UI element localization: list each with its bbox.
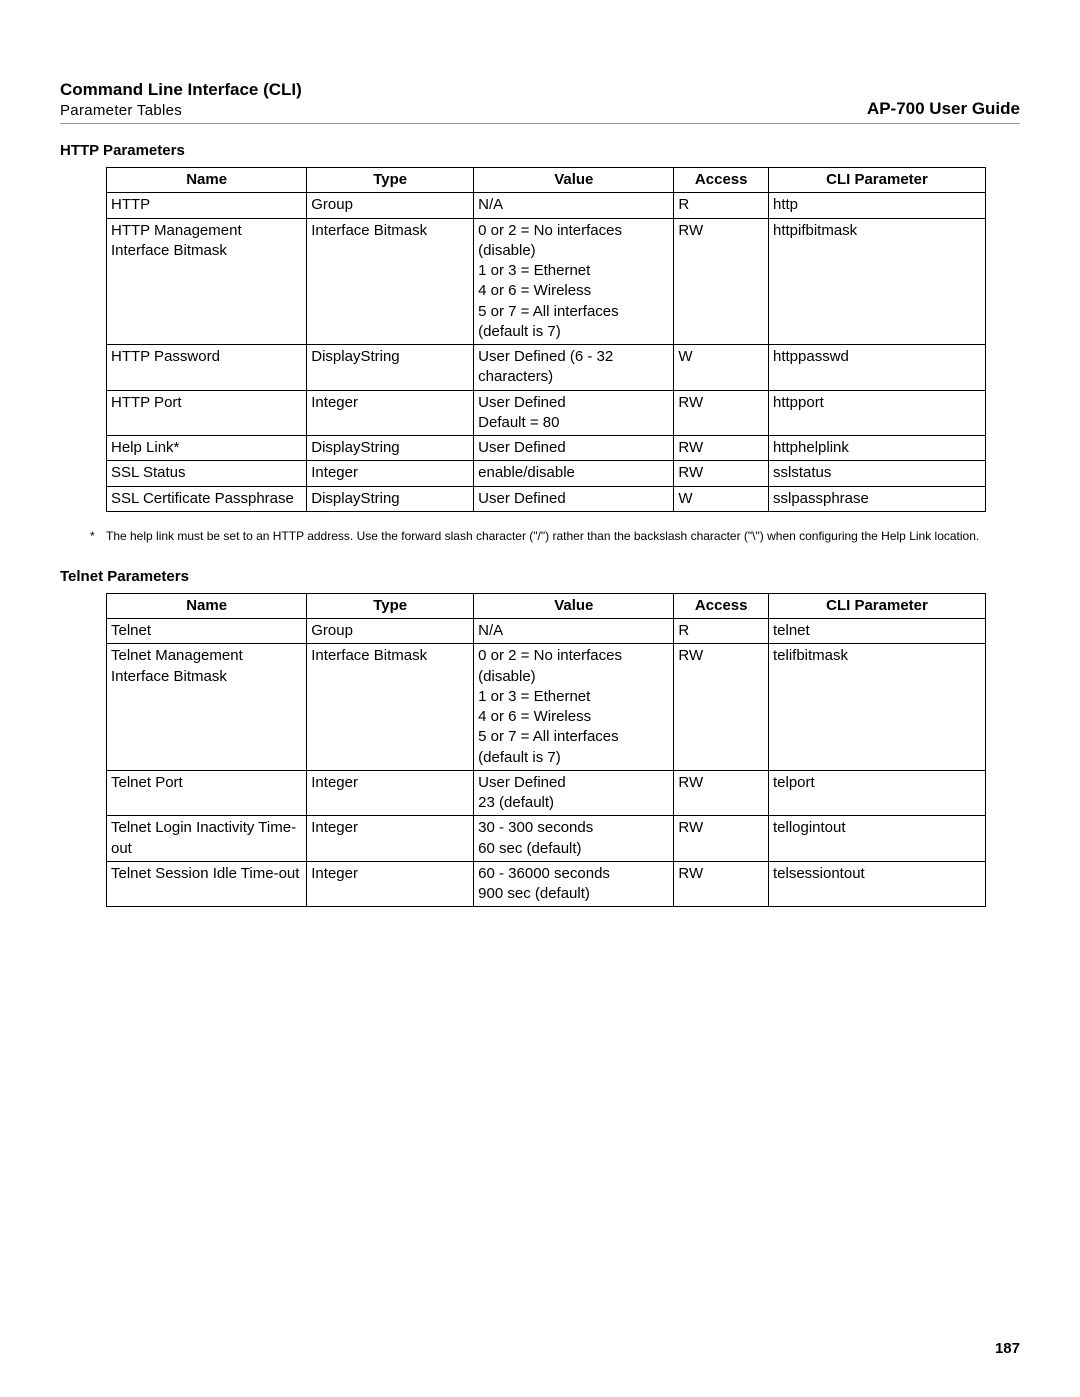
cell-value: User Defined (6 - 32 characters): [474, 345, 674, 391]
cell-name: Telnet Management Interface Bitmask: [107, 644, 307, 771]
cell-access: RW: [674, 770, 769, 816]
cell-type: Interface Bitmask: [307, 644, 474, 771]
cell-type: DisplayString: [307, 345, 474, 391]
cell-value: N/A: [474, 193, 674, 218]
col-header-access: Access: [674, 593, 769, 618]
col-header-value: Value: [474, 593, 674, 618]
header-subtitle: Parameter Tables: [60, 102, 302, 119]
footnote: * The help link must be set to an HTTP a…: [90, 528, 1000, 544]
cell-cli: telport: [768, 770, 985, 816]
col-header-access: Access: [674, 168, 769, 193]
http-table-body: HTTPGroupN/ARhttpHTTP Management Interfa…: [107, 193, 986, 512]
cell-access: RW: [674, 436, 769, 461]
cell-value: User Defined: [474, 486, 674, 511]
table-row: Telnet PortIntegerUser Defined 23 (defau…: [107, 770, 986, 816]
cell-value: User Defined Default = 80: [474, 390, 674, 436]
cell-value: User Defined: [474, 436, 674, 461]
cell-type: DisplayString: [307, 436, 474, 461]
page-header: Command Line Interface (CLI) Parameter T…: [60, 80, 1020, 124]
cell-access: RW: [674, 644, 769, 771]
table-header-row: Name Type Value Access CLI Parameter: [107, 168, 986, 193]
cell-name: HTTP Management Interface Bitmask: [107, 218, 307, 345]
telnet-parameters-table: Name Type Value Access CLI Parameter Tel…: [106, 593, 986, 908]
cell-value: 30 - 300 seconds 60 sec (default): [474, 816, 674, 862]
cell-value: User Defined 23 (default): [474, 770, 674, 816]
cell-cli: telifbitmask: [768, 644, 985, 771]
cell-name: Telnet Login Inactivity Time-out: [107, 816, 307, 862]
table-header-row: Name Type Value Access CLI Parameter: [107, 593, 986, 618]
cell-type: Interface Bitmask: [307, 218, 474, 345]
cell-type: Integer: [307, 770, 474, 816]
table-row: HTTP PortIntegerUser Defined Default = 8…: [107, 390, 986, 436]
cell-cli: telnet: [768, 619, 985, 644]
cell-value: enable/disable: [474, 461, 674, 486]
cell-value: N/A: [474, 619, 674, 644]
table-row: Help Link*DisplayStringUser DefinedRWhtt…: [107, 436, 986, 461]
cell-cli: httpifbitmask: [768, 218, 985, 345]
page-number: 187: [995, 1340, 1020, 1357]
cell-cli: telsessiontout: [768, 861, 985, 907]
telnet-table-body: TelnetGroupN/ARtelnetTelnet Management I…: [107, 619, 986, 907]
cell-type: Integer: [307, 816, 474, 862]
cell-type: Integer: [307, 461, 474, 486]
col-header-value: Value: [474, 168, 674, 193]
http-parameters-table: Name Type Value Access CLI Parameter HTT…: [106, 167, 986, 512]
col-header-name: Name: [107, 593, 307, 618]
header-guide: AP-700 User Guide: [867, 99, 1020, 119]
table-row: SSL StatusIntegerenable/disableRWsslstat…: [107, 461, 986, 486]
cell-access: R: [674, 619, 769, 644]
cell-name: Telnet: [107, 619, 307, 644]
cell-cli: httpport: [768, 390, 985, 436]
cell-name: Telnet Session Idle Time-out: [107, 861, 307, 907]
table-row: SSL Certificate PassphraseDisplayStringU…: [107, 486, 986, 511]
cell-access: W: [674, 345, 769, 391]
cell-name: SSL Certificate Passphrase: [107, 486, 307, 511]
cell-value: 60 - 36000 seconds 900 sec (default): [474, 861, 674, 907]
cell-cli: http: [768, 193, 985, 218]
table-row: HTTP Management Interface BitmaskInterfa…: [107, 218, 986, 345]
cell-access: RW: [674, 218, 769, 345]
cell-name: HTTP Password: [107, 345, 307, 391]
table-row: TelnetGroupN/ARtelnet: [107, 619, 986, 644]
header-title: Command Line Interface (CLI): [60, 80, 302, 100]
col-header-cli: CLI Parameter: [768, 593, 985, 618]
cell-name: Help Link*: [107, 436, 307, 461]
cell-name: Telnet Port: [107, 770, 307, 816]
cell-cli: tellogintout: [768, 816, 985, 862]
table-row: Telnet Login Inactivity Time-outInteger3…: [107, 816, 986, 862]
cell-value: 0 or 2 = No interfaces (disable) 1 or 3 …: [474, 644, 674, 771]
cell-type: Integer: [307, 390, 474, 436]
col-header-cli: CLI Parameter: [768, 168, 985, 193]
cell-access: W: [674, 486, 769, 511]
cell-type: Integer: [307, 861, 474, 907]
col-header-type: Type: [307, 168, 474, 193]
footnote-text: The help link must be set to an HTTP add…: [106, 528, 979, 544]
cell-access: R: [674, 193, 769, 218]
cell-cli: httppasswd: [768, 345, 985, 391]
header-left: Command Line Interface (CLI) Parameter T…: [60, 80, 302, 119]
cell-type: Group: [307, 619, 474, 644]
table-row: HTTP PasswordDisplayStringUser Defined (…: [107, 345, 986, 391]
table-row: Telnet Management Interface BitmaskInter…: [107, 644, 986, 771]
cell-name: HTTP Port: [107, 390, 307, 436]
table-row: Telnet Session Idle Time-outInteger60 - …: [107, 861, 986, 907]
cell-type: DisplayString: [307, 486, 474, 511]
cell-access: RW: [674, 390, 769, 436]
table-row: HTTPGroupN/ARhttp: [107, 193, 986, 218]
section-heading-http: HTTP Parameters: [60, 142, 1020, 159]
cell-access: RW: [674, 861, 769, 907]
cell-access: RW: [674, 461, 769, 486]
footnote-marker: *: [90, 528, 106, 544]
col-header-type: Type: [307, 593, 474, 618]
cell-cli: sslstatus: [768, 461, 985, 486]
cell-value: 0 or 2 = No interfaces (disable) 1 or 3 …: [474, 218, 674, 345]
cell-access: RW: [674, 816, 769, 862]
cell-cli: httphelplink: [768, 436, 985, 461]
section-heading-telnet: Telnet Parameters: [60, 568, 1020, 585]
col-header-name: Name: [107, 168, 307, 193]
cell-cli: sslpassphrase: [768, 486, 985, 511]
cell-name: SSL Status: [107, 461, 307, 486]
cell-name: HTTP: [107, 193, 307, 218]
cell-type: Group: [307, 193, 474, 218]
